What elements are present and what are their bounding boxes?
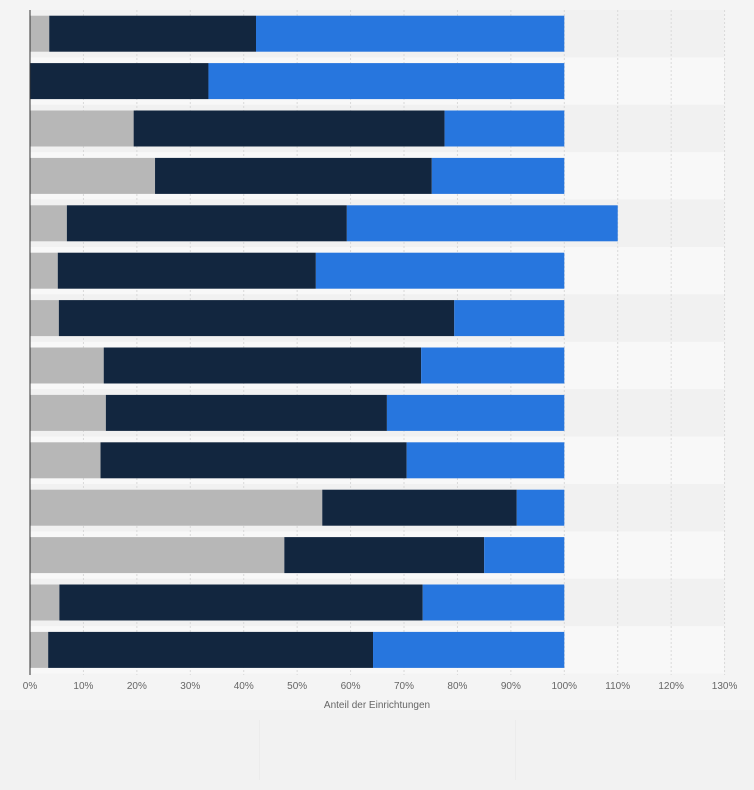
bar-segment-series-3[interactable] (484, 537, 564, 573)
x-tick-label: 40% (234, 681, 254, 692)
bar-segment-series-2[interactable] (58, 253, 316, 289)
bar-segment-series-1[interactable] (30, 158, 155, 194)
x-tick-label: 70% (394, 681, 414, 692)
bar-segment-series-1[interactable] (30, 300, 59, 336)
bar-segment-series-3[interactable] (316, 253, 564, 289)
x-tick-label: 50% (287, 681, 307, 692)
bar-segment-series-2[interactable] (48, 632, 373, 668)
x-tick-label: 120% (658, 681, 684, 692)
bar-segment-series-1[interactable] (30, 490, 322, 526)
bar-segment-series-2[interactable] (59, 585, 422, 621)
bar-segment-series-3[interactable] (407, 442, 565, 478)
bar-segment-series-3[interactable] (373, 632, 564, 668)
bar-segment-series-3[interactable] (421, 348, 564, 384)
bar-segment-series-2[interactable] (155, 158, 432, 194)
x-tick-label: 20% (127, 681, 147, 692)
bar-segment-series-1[interactable] (30, 442, 101, 478)
legend-divider (515, 720, 516, 780)
x-tick-label: 110% (605, 681, 630, 692)
bar-segment-series-2[interactable] (322, 490, 516, 526)
bar-segment-series-1[interactable] (30, 253, 58, 289)
bar-segment-series-2[interactable] (104, 348, 421, 384)
bar-segment-series-1[interactable] (30, 585, 59, 621)
bar-segment-series-2[interactable] (67, 205, 347, 241)
bar-segment-series-3[interactable] (454, 300, 564, 336)
legend-divider (259, 720, 260, 780)
bar-segment-series-3[interactable] (256, 16, 564, 52)
row-bands (30, 10, 724, 674)
bar-segment-series-2[interactable] (49, 16, 256, 52)
bar-segment-series-2[interactable] (106, 395, 387, 431)
x-tick-label: 30% (180, 681, 200, 692)
bar-segment-series-2[interactable] (59, 300, 454, 336)
x-tick-label: 80% (447, 681, 467, 692)
x-tick-label: 10% (73, 681, 93, 692)
bar-segment-series-1[interactable] (30, 16, 49, 52)
bar-segment-series-3[interactable] (387, 395, 564, 431)
bar-segment-series-1[interactable] (30, 395, 106, 431)
bar-segment-series-1[interactable] (30, 348, 104, 384)
bar-segment-series-1[interactable] (30, 111, 134, 147)
bar-segment-series-3[interactable] (517, 490, 565, 526)
bar-segment-series-1[interactable] (30, 632, 48, 668)
x-tick-label: 100% (552, 681, 578, 692)
bar-segment-series-2[interactable] (284, 537, 484, 573)
x-tick-label: 0% (23, 681, 38, 692)
bar-segment-series-3[interactable] (347, 205, 618, 241)
bar-segment-series-2[interactable] (134, 111, 445, 147)
legend-area (0, 710, 754, 790)
bar-segment-series-2[interactable] (101, 442, 407, 478)
bar-segment-series-2[interactable] (30, 63, 208, 99)
bar-segment-series-1[interactable] (30, 205, 67, 241)
x-axis-ticks: 0% 10% 20% 30% 40% 50% 60% 70% 80% 90% 100% 110% 120… (23, 681, 738, 692)
x-tick-label: 130% (712, 681, 738, 692)
bar-segment-series-3[interactable] (423, 585, 565, 621)
bar-segment-series-3[interactable] (445, 111, 565, 147)
bar-segment-series-3[interactable] (208, 63, 564, 99)
bar-segment-series-1[interactable] (30, 537, 284, 573)
x-tick-label: 60% (341, 681, 361, 692)
x-tick-label: 90% (501, 681, 521, 692)
bar-segment-series-3[interactable] (432, 158, 565, 194)
